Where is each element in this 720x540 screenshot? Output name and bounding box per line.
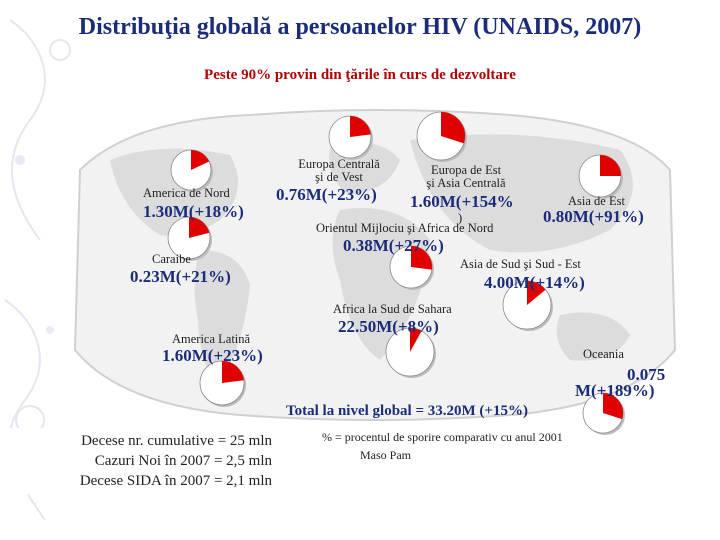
region-value-east-asia: 0.80M(+91%): [543, 207, 644, 226]
region-label-latin-america: America Latină: [172, 332, 251, 346]
region-label-oceania: Oceania: [583, 347, 624, 361]
region-value-latin-america: 1.60M(+23%): [162, 346, 263, 365]
region-label-caribbean: Caraibe: [152, 252, 191, 266]
region-value-east-europe-tail: ): [458, 211, 463, 225]
page-subtitle: Peste 90% provin din ţările în curs de d…: [204, 67, 516, 83]
region-label-east-europe-2: şi Asia Centrală: [426, 176, 506, 190]
region-value-east-europe: 1.60M(+154%: [410, 192, 514, 211]
region-label-central-west-europe-2: şi de Vest: [315, 170, 363, 184]
region-value-subsaharan-africa: 22.50M(+8%): [338, 317, 439, 336]
region-value-oceania-1: 0.075: [627, 365, 666, 384]
credit: Maso Pam: [360, 448, 411, 462]
region-value-caribbean: 0.23M(+21%): [130, 267, 231, 286]
stats-box: Decese nr. cumulative = 25 mln Cazuri No…: [2, 428, 278, 494]
stats-line-aids-deaths: Decese SIDA în 2007 = 2,1 mln: [79, 473, 272, 489]
percent-note: % = procentul de sporire comparativ cu a…: [322, 430, 563, 444]
page-title: Distribuţia globală a persoanelor HIV (U…: [78, 14, 642, 40]
region-value-north-america: 1.30M(+18%): [143, 202, 244, 221]
region-label-east-europe-1: Europa de Est: [430, 163, 502, 177]
region-label-central-west-europe-1: Europa Centrală: [298, 157, 380, 171]
global-total: Total la nivel global = 33.20M (+15%): [286, 403, 528, 419]
region-label-south-asia: Asia de Sud şi Sud - Est: [460, 257, 581, 271]
stats-line-cumulative-deaths: Decese nr. cumulative = 25 mln: [81, 433, 272, 449]
region-value-oceania-2: M(+189%): [575, 381, 655, 400]
region-label-north-america: America de Nord: [143, 186, 230, 200]
region-value-middle-east: 0.38M(+27%): [343, 236, 444, 255]
world-map: [73, 109, 677, 421]
stats-line-new-cases: Cazuri Noi în 2007 = 2,5 mln: [94, 453, 272, 469]
region-label-subsaharan-africa: Africa la Sud de Sahara: [333, 302, 452, 316]
region-value-central-west-europe: 0.76M(+23%): [276, 185, 377, 204]
region-label-east-asia: Asia de Est: [568, 194, 625, 208]
region-label-middle-east: Orientul Mijlociu şi Africa de Nord: [316, 221, 494, 235]
region-value-south-asia: 4.00M(+14%): [484, 273, 585, 292]
